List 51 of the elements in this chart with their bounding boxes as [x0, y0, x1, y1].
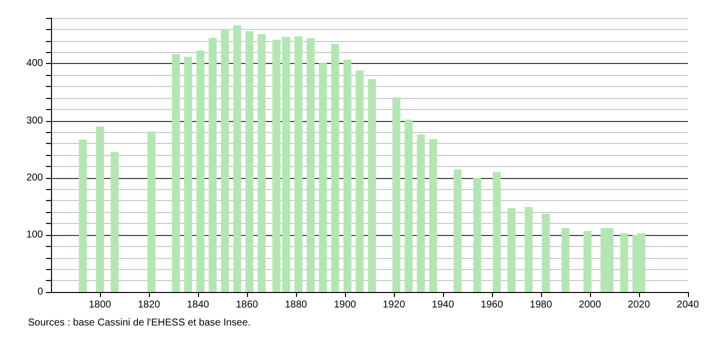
bar: [110, 152, 119, 292]
bar: [508, 208, 516, 292]
bar: [184, 56, 192, 292]
bar: [147, 132, 156, 292]
x-tick-label: 1900: [334, 300, 357, 310]
x-tick-label: 1940: [432, 300, 454, 310]
y-tick-label: 200: [26, 172, 44, 184]
bar: [318, 63, 327, 292]
x-tick-label: 2020: [628, 300, 650, 310]
y-tick-label: 400: [26, 58, 44, 70]
bar: [78, 140, 87, 292]
y-tick-label: 300: [26, 115, 44, 126]
bar: [583, 230, 592, 292]
bar: [416, 134, 425, 292]
bar: [392, 97, 400, 292]
bar: [356, 70, 364, 292]
bar: [620, 233, 628, 292]
y-tick-label: 100: [26, 229, 44, 240]
bar: [404, 120, 413, 292]
x-tick-label: 1980: [530, 300, 552, 310]
x-tick-label: 2040: [676, 300, 700, 310]
bar: [343, 60, 352, 292]
y-tick-label: 0: [37, 286, 44, 298]
bar: [245, 31, 254, 292]
x-tick-label: 1860: [236, 300, 259, 310]
x-tick-label: 1920: [382, 300, 406, 310]
bar: [306, 38, 315, 292]
x-tick-label: 1840: [186, 300, 210, 310]
bar: [454, 169, 462, 292]
bar: [96, 126, 104, 292]
bar: [331, 44, 340, 292]
bar: [220, 28, 229, 292]
bar: [524, 206, 533, 292]
bar: [492, 172, 501, 292]
bar: [294, 36, 302, 292]
bar: [208, 38, 217, 292]
x-tick-label: 1800: [88, 300, 112, 310]
x-tick-label: 1880: [284, 300, 308, 310]
source-note: Sources : base Cassini de l'EHESS et base Insee.: [28, 318, 251, 328]
x-tick-label: 1820: [138, 300, 161, 310]
x-tick-label: 1960: [480, 300, 504, 310]
x-tick-label: 2000: [578, 300, 602, 310]
bar: [473, 178, 482, 292]
bar: [196, 50, 204, 292]
bar: [429, 139, 438, 292]
bar: [172, 54, 180, 292]
bar: [368, 79, 376, 292]
bar: [561, 228, 570, 292]
bar: [233, 25, 242, 292]
bar: [542, 214, 550, 292]
bar: [258, 34, 266, 292]
